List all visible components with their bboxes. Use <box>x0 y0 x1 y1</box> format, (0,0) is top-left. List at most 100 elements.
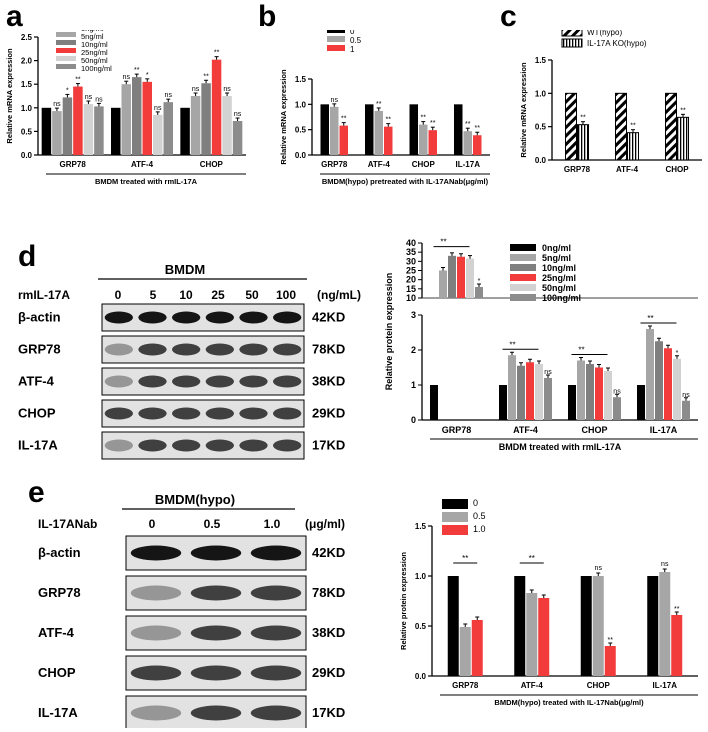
blot-membrane <box>101 303 305 332</box>
bar <box>627 132 639 161</box>
significance-label: ** <box>462 554 468 563</box>
bar <box>592 576 604 676</box>
blot-membrane <box>101 431 305 460</box>
bar <box>180 107 190 155</box>
bar <box>677 116 689 161</box>
legend-label: 0ng/ml <box>81 30 104 33</box>
bar <box>508 355 516 420</box>
blot-treatment-label: rmIL-17A <box>18 288 70 302</box>
blot-size-label: 29KD <box>312 665 345 680</box>
bar <box>448 255 456 298</box>
bar <box>499 385 507 420</box>
blot-band <box>104 311 133 324</box>
bar <box>586 364 594 420</box>
y-tick-label: 40 <box>406 238 416 248</box>
bar <box>604 646 616 676</box>
bar <box>365 104 374 155</box>
y-tick-label: 0 <box>411 415 416 425</box>
bar <box>419 124 428 155</box>
significance-label: ** <box>75 77 81 84</box>
significance-label: ns <box>682 392 690 399</box>
x-tick-label: ATF-4 <box>131 160 154 169</box>
y-axis-label: Relative mRNA expression <box>279 69 288 165</box>
legend-label: 10ng/ml <box>542 263 576 273</box>
blot-band <box>190 705 242 721</box>
legend-swatch <box>56 64 76 69</box>
blot-dose-label: 0 <box>115 288 122 302</box>
x-axis-label: BMDM(hypo) pretreated with IL-17ANab(μg/… <box>322 177 489 186</box>
panel-letter-e: e <box>28 476 45 509</box>
significance-label: ns <box>661 561 669 568</box>
legend-label: 0.5 <box>350 36 362 45</box>
blot-band <box>205 343 234 356</box>
bar <box>73 86 83 155</box>
legend-label: 0 <box>350 30 355 36</box>
bar <box>41 107 52 155</box>
legend-swatch <box>510 274 536 281</box>
significance-label: ns <box>154 105 162 112</box>
bar <box>604 371 612 420</box>
bar <box>475 287 483 298</box>
blot-band <box>190 625 242 641</box>
x-tick-label: GRP78 <box>442 425 472 435</box>
significance-label: * <box>478 278 481 285</box>
y-tick-label: 3 <box>411 310 416 320</box>
bar <box>94 106 104 155</box>
bar <box>659 572 671 676</box>
legend-label: 5ng/ml <box>542 253 571 263</box>
significance-label: ns <box>123 74 131 81</box>
significance-label: ns <box>192 86 200 93</box>
legend-label: 100ng/ml <box>542 293 581 303</box>
significance-label: ** <box>134 67 140 74</box>
blot-band <box>104 343 133 356</box>
panel-letter-c: c <box>500 0 517 33</box>
significance-label: ** <box>580 115 586 122</box>
bar <box>647 576 659 676</box>
blot-band <box>190 665 242 681</box>
legend-swatch <box>561 30 583 37</box>
blot-row-label: CHOP <box>18 406 56 421</box>
blot-band <box>138 375 167 388</box>
western-blot-e: BMDM(hypo) IL-17ANab 0 0.5 1.0 (μg/ml) β-actin… <box>38 492 345 728</box>
blot-row-label: CHOP <box>38 665 76 680</box>
significance-label: * <box>66 87 69 94</box>
blot-size-label: 78KD <box>312 342 345 357</box>
significance-label: ** <box>608 637 614 644</box>
blot-unit-label: (ng/mL) <box>317 288 361 302</box>
blot-band <box>273 343 302 356</box>
blot-band <box>138 407 167 420</box>
x-tick-label: CHOP <box>200 160 224 169</box>
bar <box>463 131 472 155</box>
y-tick-label: 1.5 <box>535 56 547 65</box>
chart-a: 0.0 0.5 1.0 1.5 2.0 2.5 Relative mRNA expressi… <box>5 30 246 186</box>
significance-label: ** <box>630 123 636 130</box>
blot-row-label: IL-17A <box>18 438 58 453</box>
y-tick-label: 2 <box>411 345 416 355</box>
y-axis-label: Relative protein expression <box>384 273 394 391</box>
bar <box>52 111 62 155</box>
blot-band <box>104 375 133 388</box>
significance-label: ns <box>234 111 242 118</box>
legend-swatch <box>510 264 536 271</box>
blot-row-label: β-actin <box>18 310 61 325</box>
blot-header: BMDM(hypo) <box>155 492 235 507</box>
x-tick-label: ATF-4 <box>616 165 639 174</box>
legend-label: 1 <box>350 45 355 54</box>
legend-swatch <box>56 48 76 53</box>
blot-band <box>250 705 302 721</box>
blot-band <box>130 545 182 561</box>
panel-letter-a: a <box>6 0 23 33</box>
bar <box>330 106 339 155</box>
legend-label: 5ng/ml <box>81 32 104 41</box>
bar <box>577 124 589 161</box>
chart-c: 0.0 0.5 1.0 1.5 Relative mRNA expression ** GR… <box>519 30 702 174</box>
significance-label: ns <box>595 565 603 572</box>
blot-size-label: 38KD <box>312 625 345 640</box>
bar <box>163 102 173 155</box>
x-tick-label: CHOP <box>581 425 607 435</box>
blot-band <box>138 343 167 356</box>
blot-band <box>205 311 234 324</box>
bar <box>320 104 329 155</box>
y-tick-label: 0.5 <box>21 127 33 136</box>
x-tick-label: GRP78 <box>564 165 591 174</box>
